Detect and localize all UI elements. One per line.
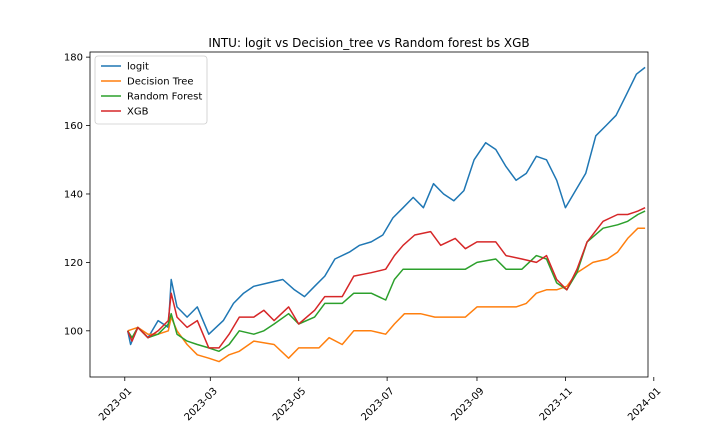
series-layer: [126, 66, 646, 363]
chart-title: INTU: logit vs Decision_tree vs Random f…: [208, 36, 529, 50]
x-tick-label: 2023-01: [97, 386, 134, 423]
y-tick-label: 140: [64, 189, 83, 200]
x-tick-label: 2023-09: [449, 386, 486, 423]
legend-label: Random Forest: [127, 92, 202, 103]
x-tick-label: 2023-07: [359, 386, 396, 423]
series-line-xgb: [127, 207, 646, 349]
x-tick-label: 2024-01: [626, 386, 663, 423]
legend-label: logit: [127, 62, 149, 73]
y-axis: 100 120 140 160 180: [64, 53, 90, 337]
plot-frame: [89, 51, 649, 378]
y-tick-label: 100: [64, 326, 83, 337]
legend-label: Decision Tree: [127, 77, 194, 88]
legend-box: [94, 55, 208, 125]
x-tick-label: 2023-03: [183, 386, 220, 423]
legend: logit Decision Tree Random Forest XGB: [94, 55, 208, 125]
y-tick-label: 120: [64, 258, 83, 269]
x-tick-label: 2023-05: [271, 386, 308, 423]
series-line-logit: [126, 66, 646, 346]
x-tick-label: 2023-11: [538, 386, 575, 423]
y-tick-label: 160: [64, 121, 83, 132]
series-line-decision-tree: [127, 227, 646, 363]
y-tick-label: 180: [64, 53, 83, 64]
x-axis: 2023-01 2023-03 2023-05 2023-07 2023-09 2023-…: [97, 377, 663, 423]
series-line-random-forest: [127, 210, 646, 353]
legend-label: XGB: [127, 107, 149, 118]
